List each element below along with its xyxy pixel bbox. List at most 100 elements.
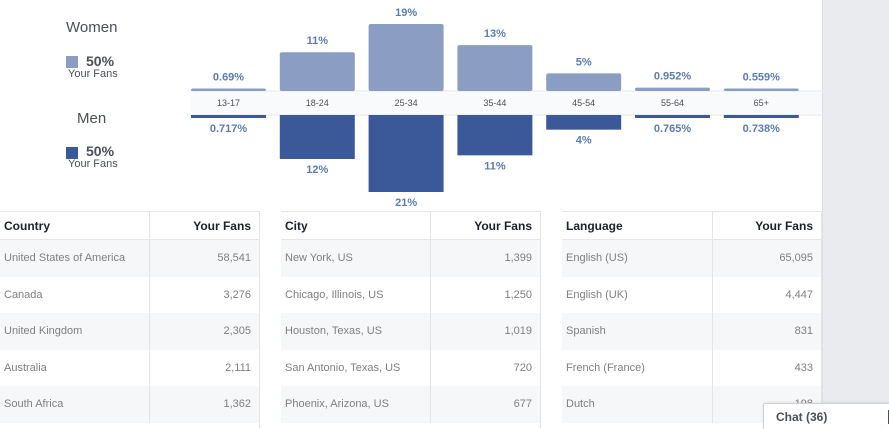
row-name: Australia (4, 361, 47, 374)
table-row: Chicago, Illinois, US 1,250 (281, 276, 540, 313)
gender-legend: Women 50% Your Fans Men 50% Your Fans (0, 0, 190, 210)
bar-men (546, 115, 622, 130)
table-header: City Your Fans (281, 211, 540, 240)
row-fans: 1,362 (223, 398, 251, 410)
row-fans: 2,305 (223, 325, 251, 337)
age-tick-label: 25-34 (395, 98, 418, 108)
bar-label-women: 13% (484, 28, 506, 40)
bar-men (191, 115, 266, 118)
bar-women (191, 88, 266, 91)
row-name: Spanish (566, 325, 606, 337)
bar-label-women: 11% (307, 35, 329, 47)
bar-label-men: 12% (306, 164, 328, 176)
table-row: Canada 3,276 (0, 276, 259, 313)
row-name: English (US) (566, 252, 628, 264)
column-header-fans: Your Fans (474, 219, 532, 233)
column-header-fans: Your Fans (755, 219, 813, 233)
column-header-fans: Your Fans (193, 219, 251, 233)
bar-label-men: 11% (484, 160, 506, 172)
column-header-language: Language (566, 219, 623, 233)
table-row: English (UK) 4,447 (562, 276, 821, 313)
legend-women-percent: 50% (86, 53, 115, 69)
row-fans: 1,019 (504, 325, 532, 337)
table-header: Country Your Fans (0, 211, 259, 240)
top-locations-tables: Country Your Fans United States of Ameri… (0, 211, 822, 428)
table-row: Australia 2,111 (0, 349, 259, 386)
row-fans: 3,276 (223, 288, 251, 301)
bar-women (457, 45, 533, 91)
chat-label: Chat (36) (776, 410, 828, 424)
age-tick-label: 13-17 (217, 98, 240, 108)
row-name: South Africa (4, 398, 64, 410)
column-header-city: City (285, 219, 308, 233)
row-name: French (France) (566, 361, 645, 374)
legend-women-swatch (66, 56, 78, 68)
bar-label-women: 0.69% (213, 72, 244, 84)
bar-women (368, 24, 444, 91)
language-table: Language Your Fans English (US) 65,095 Eng… (562, 211, 822, 428)
row-fans: 677 (513, 398, 532, 410)
table-row: South Africa 1,362 (0, 386, 259, 423)
bar-label-men: 0.765% (654, 123, 692, 135)
table-header: Language Your Fans (562, 211, 821, 240)
row-name: United States of America (4, 252, 126, 264)
table-row: United States of America 58,541 (0, 240, 259, 277)
row-name: Dutch (566, 398, 595, 410)
bar-men (457, 115, 533, 156)
age-tick-label: 45-54 (572, 98, 595, 108)
row-fans: 58,541 (217, 252, 251, 264)
age-tick-label: 65+ (754, 98, 769, 108)
legend-women-label: Women (66, 19, 118, 36)
row-fans: 720 (513, 361, 532, 374)
age-tick-label: 18-24 (306, 98, 329, 108)
bar-men (635, 115, 710, 118)
legend-women-sub: Your Fans (68, 68, 118, 80)
bar-men (279, 115, 355, 159)
row-fans: 65,095 (779, 252, 813, 264)
chat-button[interactable]: Chat (36) (763, 403, 889, 429)
city-table: City Your Fans New York, US 1,399 Chicago,… (281, 211, 541, 428)
bar-women (635, 87, 710, 91)
bar-women (279, 52, 355, 91)
bar-label-men: 0.717% (210, 123, 248, 135)
table-row: Phoenix, Arizona, US 677 (281, 386, 540, 423)
row-name: Houston, Texas, US (285, 325, 383, 337)
row-name: Phoenix, Arizona, US (285, 398, 389, 410)
age-tick-label: 55-64 (661, 98, 684, 108)
bar-women (546, 73, 622, 91)
row-fans: 1,399 (504, 252, 532, 264)
table-row: Houston, Texas, US 1,019 (281, 313, 540, 350)
bar-label-men: 4% (576, 135, 592, 147)
row-fans: 4,447 (785, 288, 813, 301)
age-gender-chart: 0.69% 0.717% 13-17 11% 12% 18-24 19% 21% 25-34 13… (190, 7, 822, 209)
bar-label-women: 0.952% (654, 71, 692, 83)
table-row: English (US) 65,095 (562, 240, 821, 277)
age-tick-label: 35-44 (483, 98, 506, 108)
row-name: Canada (4, 288, 43, 301)
row-fans: 831 (794, 325, 813, 337)
country-table: Country Your Fans United States of Ameri… (0, 211, 260, 428)
legend-men-percent: 50% (86, 143, 115, 159)
audience-page: Women 50% Your Fans Men 50% Your Fans 0.… (0, 0, 822, 428)
legend-men-sub: Your Fans (68, 158, 118, 170)
column-header-country: Country (4, 219, 50, 233)
bar-label-women: 19% (395, 7, 417, 19)
axis-band (190, 91, 822, 115)
bar-women (723, 88, 799, 91)
bar-men (368, 115, 444, 192)
row-name: San Antonio, Texas, US (285, 361, 401, 374)
row-name: English (UK) (566, 288, 628, 301)
bar-label-men: 21% (395, 197, 417, 209)
row-fans: 2,111 (225, 361, 251, 374)
right-gutter (822, 0, 889, 428)
legend-men-swatch (66, 147, 78, 159)
table-row: New York, US 1,399 (281, 240, 540, 277)
bar-label-men: 0.738% (743, 123, 781, 135)
table-row: San Antonio, Texas, US 720 (281, 349, 540, 386)
row-name: Chicago, Illinois, US (285, 288, 384, 301)
row-name: New York, US (285, 252, 353, 264)
table-row: United Kingdom 2,305 (0, 313, 259, 350)
row-name: United Kingdom (4, 325, 83, 337)
row-fans: 1,250 (504, 288, 532, 301)
bar-label-women: 5% (576, 56, 592, 68)
